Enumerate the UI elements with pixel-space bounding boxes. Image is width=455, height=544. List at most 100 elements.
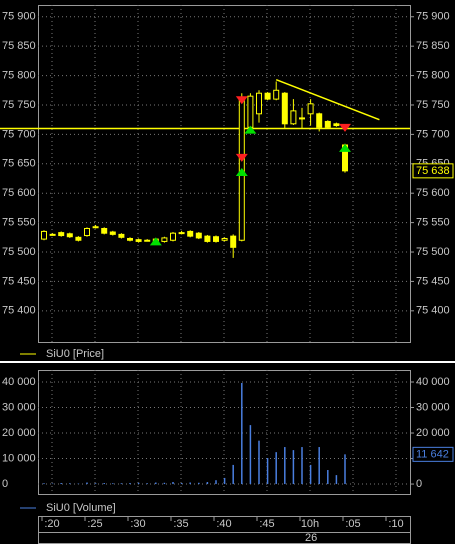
x-tick-label: :35 <box>173 518 188 530</box>
y-tick-label: 75 450 <box>2 275 36 287</box>
bar <box>60 483 62 485</box>
candle-body <box>316 113 323 128</box>
candle-body <box>204 235 211 242</box>
y-tick-label: 40 000 <box>416 376 450 388</box>
bar <box>172 482 174 485</box>
y-tick-label: 75 700 <box>416 128 450 140</box>
candle-body <box>41 230 47 240</box>
y-tick-label: 75 800 <box>416 69 450 81</box>
bar <box>344 454 346 485</box>
y-tick-label: 75 900 <box>2 11 36 23</box>
bar <box>301 447 303 485</box>
bar <box>129 483 131 485</box>
x-tick-label: :40 <box>216 518 231 530</box>
trend-line <box>275 78 380 121</box>
y-tick-label: 10 000 <box>2 452 36 464</box>
candle-body <box>144 239 151 242</box>
y-tick-label: 75 900 <box>416 11 450 23</box>
bar <box>335 475 338 485</box>
sell-marker <box>235 96 248 105</box>
bar <box>232 464 234 485</box>
bar <box>51 483 54 485</box>
legend-label: SiU0 [Volume] <box>46 502 116 514</box>
last-value-box <box>412 163 454 179</box>
bar <box>275 452 277 485</box>
buy-marker <box>339 143 351 152</box>
y-tick-label: 75 750 <box>2 99 36 111</box>
candle-body <box>92 226 99 229</box>
bar <box>241 383 243 485</box>
bar <box>266 458 269 485</box>
candle-body <box>273 89 280 100</box>
bar <box>206 482 209 485</box>
y-tick-label: 75 800 <box>2 69 36 81</box>
candle-body <box>299 117 305 120</box>
x-tick-label: :25 <box>87 518 102 530</box>
candle-body <box>161 237 168 242</box>
y-tick-label: 75 450 <box>416 275 450 287</box>
legend-label: SiU0 [Price] <box>46 348 104 360</box>
bar <box>94 483 97 485</box>
candle-body <box>307 103 314 115</box>
bar <box>112 483 114 485</box>
y-tick-label: 75 400 <box>2 305 36 317</box>
buy-marker <box>244 125 257 134</box>
y-tick-label: 0 <box>416 478 422 490</box>
bar <box>180 483 183 485</box>
bar <box>249 425 252 485</box>
candle-body <box>324 120 331 128</box>
bar <box>69 483 71 485</box>
candle-body <box>221 237 228 241</box>
x-tick-label: :30 <box>130 518 145 530</box>
candle-body <box>230 235 237 248</box>
candle-body <box>333 123 340 127</box>
bar <box>146 483 148 485</box>
y-tick-label: 75 500 <box>416 246 450 258</box>
candle-body <box>109 231 116 235</box>
candle-body <box>178 232 185 235</box>
bar <box>43 483 45 485</box>
x-tick-label: 10h <box>301 518 319 530</box>
y-tick-label: 30 000 <box>2 401 36 413</box>
bar <box>327 470 329 485</box>
candle-body <box>213 236 219 242</box>
x-tick-label: :20 <box>44 518 59 530</box>
candle-body <box>256 92 262 115</box>
candle-body <box>49 233 56 236</box>
candle-body <box>84 227 90 237</box>
bar <box>284 447 286 485</box>
bar <box>155 482 157 485</box>
x-tick-label: :10 <box>388 518 403 530</box>
y-tick-label: 75 600 <box>416 187 450 199</box>
y-tick-label: 75 750 <box>416 99 450 111</box>
candle-body <box>170 232 176 241</box>
bar <box>215 480 217 485</box>
candle-body <box>118 233 125 238</box>
buy-marker <box>149 237 162 246</box>
candle-body <box>247 95 254 128</box>
bar <box>198 482 200 485</box>
bar <box>137 482 140 485</box>
date-label: 26 <box>305 532 317 544</box>
bar <box>258 440 260 485</box>
candle-body <box>281 92 288 125</box>
candle-body <box>187 230 194 237</box>
y-tick-label: 75 650 <box>2 158 36 170</box>
bar <box>103 483 105 485</box>
sell-marker <box>235 153 248 162</box>
y-tick-label: 40 000 <box>2 376 36 388</box>
candle-body <box>101 227 108 234</box>
candle-body <box>127 237 133 241</box>
y-tick-label: 75 400 <box>416 305 450 317</box>
x-tick-label: :45 <box>259 518 274 530</box>
y-tick-label: 75 850 <box>2 40 36 52</box>
candle-body <box>58 232 65 237</box>
y-tick-label: 75 850 <box>416 40 450 52</box>
y-tick-label: 75 600 <box>2 187 36 199</box>
y-tick-label: 75 700 <box>2 128 36 140</box>
y-tick-label: 75 550 <box>416 217 450 229</box>
bar <box>318 447 320 485</box>
